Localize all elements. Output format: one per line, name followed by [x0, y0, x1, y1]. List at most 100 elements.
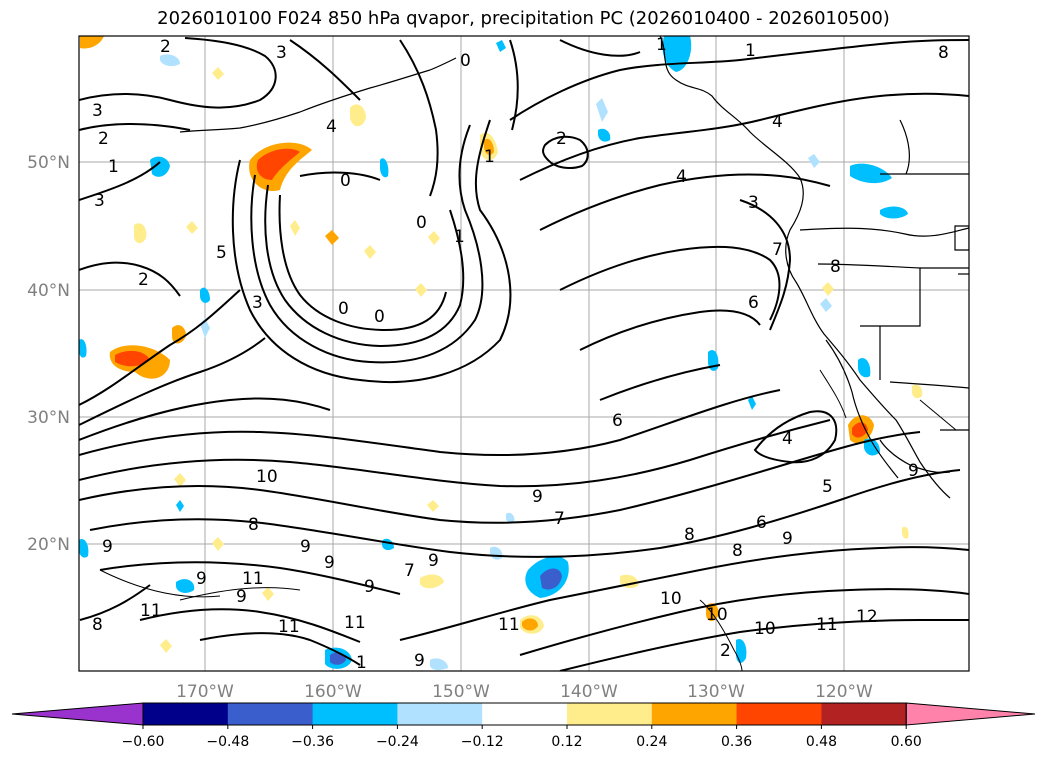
- contour-label: 8: [248, 515, 259, 535]
- contour-label: 3: [92, 101, 103, 121]
- contour-label: 1: [484, 147, 495, 167]
- humidity-contours: [79, 37, 969, 671]
- contour-label: 11: [242, 569, 264, 589]
- colorbar-tick-label: 0.12: [551, 734, 582, 750]
- colorbar-segment: [567, 703, 653, 725]
- contour-label: 0: [416, 213, 427, 233]
- colorbar-tick-label: −0.24: [376, 734, 419, 750]
- colorbar-segment: [397, 703, 483, 725]
- contour-label: 7: [772, 240, 783, 260]
- contour-label: 4: [326, 117, 337, 137]
- colorbar-tick-label: 0.36: [721, 734, 752, 750]
- contour-label: 3: [748, 193, 759, 213]
- contour-label: 2: [138, 270, 149, 290]
- contour-labels: 2 3 0 1 1 4 2 1 8 3 3 2 1 4 0 1 0 4 3 7 …: [92, 35, 949, 673]
- contour-label: 4: [782, 429, 793, 449]
- contour-label: 1: [108, 157, 119, 177]
- map-gridlines: [79, 36, 969, 671]
- colorbar-segment: [736, 703, 822, 725]
- contour-label: 0: [374, 307, 385, 327]
- colorbar-segment: [312, 703, 398, 725]
- contour-label: 1: [454, 227, 465, 247]
- colorbar-tick-label: −0.36: [291, 734, 334, 750]
- contour-label: 8: [92, 615, 103, 635]
- contour-label: 5: [822, 477, 833, 497]
- contour-label: 9: [414, 651, 425, 671]
- lon-label: 170°W: [176, 682, 234, 702]
- colorbar-segment: [143, 703, 229, 725]
- contour-label: 4: [676, 167, 687, 187]
- contour-label: 0: [460, 51, 471, 71]
- contour-label: 6: [756, 513, 767, 533]
- precipitation-shading: [79, 36, 923, 671]
- map-title: 2026010100 F024 850 hPa qvapor, precipit…: [157, 8, 890, 29]
- contour-label: 11: [140, 601, 162, 621]
- map-area: [79, 36, 969, 671]
- contour-label: 10: [754, 619, 776, 639]
- contour-label: 2: [720, 641, 731, 661]
- contour-label: 3: [94, 191, 105, 211]
- contour-label: 8: [830, 257, 841, 277]
- contour-label: 0: [338, 299, 349, 319]
- contour-label: 2: [98, 129, 109, 149]
- contour-label: 3: [252, 293, 263, 313]
- contour-label: 11: [344, 613, 366, 633]
- contour-label: 11: [498, 615, 520, 635]
- contour-label: 3: [276, 43, 287, 63]
- thin-contours: [99, 369, 957, 671]
- lon-label: 140°W: [560, 682, 618, 702]
- contour-label: 6: [612, 411, 623, 431]
- lon-label: 150°W: [432, 682, 490, 702]
- contour-label: 7: [404, 561, 415, 581]
- colorbar-segment: [482, 703, 568, 725]
- contour-label: 2: [556, 129, 567, 149]
- colorbar-tick-label: 0.48: [806, 734, 837, 750]
- lat-label: 30°N: [27, 408, 70, 428]
- lon-label: 160°W: [304, 682, 362, 702]
- contour-label: 9: [196, 569, 207, 589]
- contour-label: 9: [364, 577, 375, 597]
- colorbar-segment: [227, 703, 314, 725]
- colorbar-frame: [142, 702, 907, 726]
- contour-label: 9: [782, 529, 793, 549]
- contour-label: 10: [660, 589, 682, 609]
- coastlines: [179, 36, 969, 499]
- colorbar-tick-label: −0.12: [461, 734, 504, 750]
- longitude-labels: 170°W 160°W 150°W 140°W 130°W 120°W: [176, 682, 873, 702]
- lon-label: 120°W: [815, 682, 873, 702]
- contour-label: 9: [102, 537, 113, 557]
- map-frame: [78, 35, 970, 672]
- contour-label: 9: [532, 487, 543, 507]
- contour-label: 8: [938, 43, 949, 63]
- contour-label: 8: [684, 525, 695, 545]
- contour-label: 4: [772, 112, 783, 132]
- lat-label: 40°N: [27, 281, 70, 301]
- colorbar: −0.60 −0.48 −0.36 −0.24 −0.12 0.12 0.24 0.36 0.4…: [11, 702, 1036, 750]
- contour-label: 9: [324, 553, 335, 573]
- colorbar-segment: [651, 703, 738, 725]
- colorbar-segment: [821, 703, 907, 725]
- contour-label: 8: [732, 541, 743, 561]
- contour-label: 9: [236, 587, 247, 607]
- contour-label: 1: [656, 35, 667, 55]
- contour-label: 5: [216, 243, 227, 263]
- colorbar-tick-label: 0.24: [636, 734, 667, 750]
- contour-label: 1: [356, 653, 367, 673]
- contour-label: 2: [160, 37, 171, 57]
- contour-label: 9: [908, 461, 919, 481]
- contour-label: 6: [748, 293, 759, 313]
- lat-label: 50°N: [27, 153, 70, 173]
- colorbar-tick-label: 0.60: [891, 734, 922, 750]
- contour-label: 10: [256, 467, 278, 487]
- contour-label: 11: [278, 617, 300, 637]
- contour-label: 9: [300, 537, 311, 557]
- contour-label: 9: [428, 551, 439, 571]
- colorbar-tick-label: −0.48: [206, 734, 249, 750]
- lon-label: 130°W: [687, 682, 745, 702]
- colorbar-tick-label: −0.60: [122, 734, 165, 750]
- contour-label: 7: [554, 509, 565, 529]
- contour-label: 10: [706, 605, 728, 625]
- contour-label: 12: [856, 607, 878, 627]
- latitude-labels: 50°N 40°N 30°N 20°N: [27, 153, 70, 555]
